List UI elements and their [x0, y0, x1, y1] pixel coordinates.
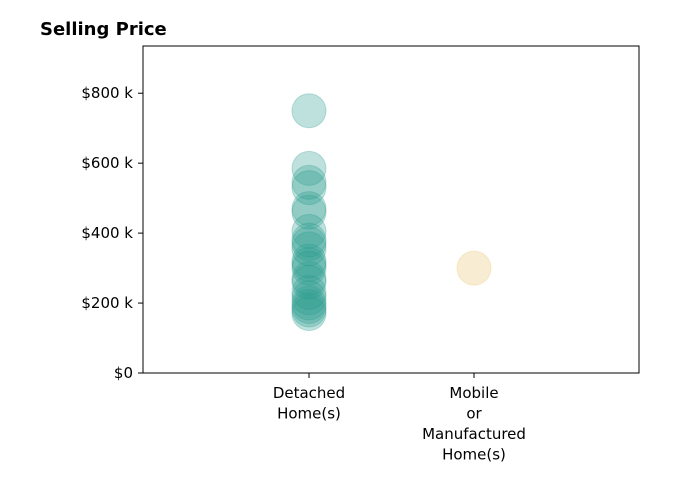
y-tick-label: $0	[114, 364, 133, 382]
chart-title: Selling Price	[40, 19, 167, 40]
data-point	[291, 247, 327, 283]
data-point	[291, 164, 327, 200]
data-point	[291, 150, 327, 186]
x-axis: Detached Home(s) Mobile or Manufactured Home(…	[273, 373, 526, 464]
data-point	[291, 243, 327, 279]
data-point	[291, 296, 327, 332]
data-point	[291, 93, 327, 129]
data-point	[291, 191, 327, 227]
data-point	[291, 194, 327, 230]
y-tick-label: $400 k	[81, 224, 133, 242]
data-point	[291, 285, 327, 321]
y-tick-label: $200 k	[81, 294, 133, 312]
data-point	[291, 250, 327, 286]
data-point	[456, 250, 492, 286]
x-tick-label: Detached Home(s)	[273, 384, 345, 423]
data-point	[291, 289, 327, 325]
data-point	[291, 261, 327, 297]
y-tick-label: $800 k	[81, 84, 133, 102]
data-points	[291, 93, 492, 332]
y-tick-label: $600 k	[81, 154, 133, 172]
y-axis: $0 $200 k $400 k $600 k $800 k	[81, 84, 143, 382]
data-point	[291, 222, 327, 258]
data-point	[291, 231, 327, 267]
data-point	[291, 280, 327, 316]
plot-area-frame	[142, 45, 640, 374]
data-point	[291, 213, 327, 249]
data-point	[291, 292, 327, 328]
data-point	[291, 264, 327, 300]
data-point	[291, 170, 327, 206]
data-point	[291, 226, 327, 262]
x-tick-label: Mobile or Manufactured Home(s)	[422, 384, 526, 464]
data-point	[291, 275, 327, 311]
